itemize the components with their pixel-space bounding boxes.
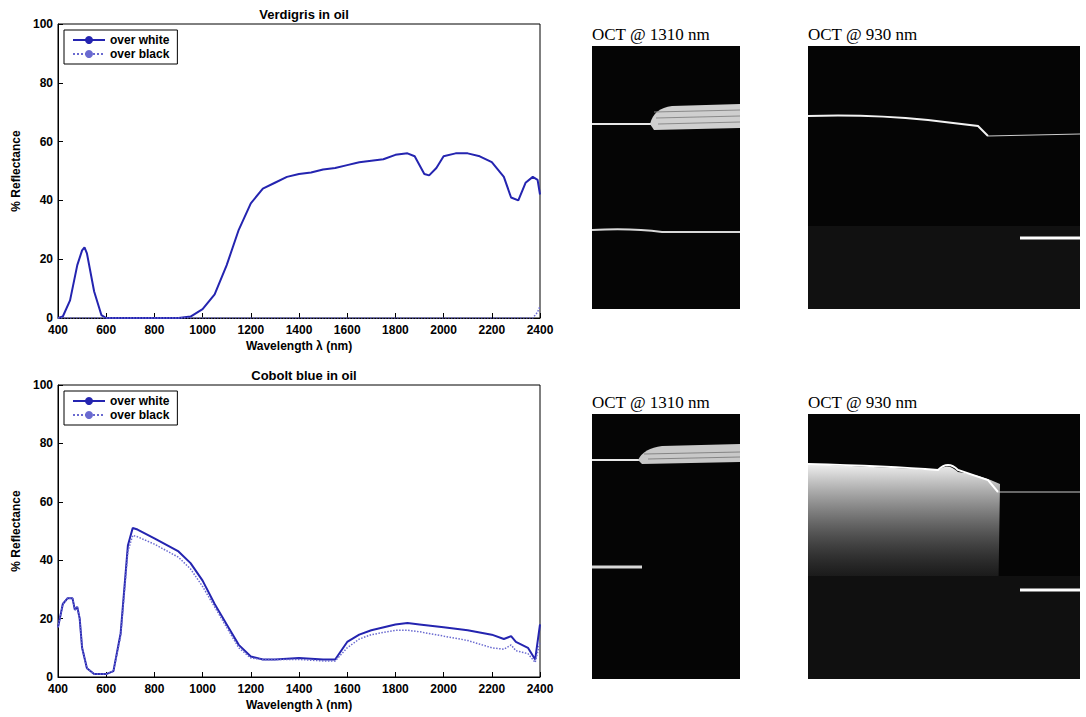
svg-text:2000: 2000 (430, 682, 457, 696)
svg-text:80: 80 (40, 436, 54, 450)
svg-text:100: 100 (33, 17, 53, 31)
svg-text:20: 20 (40, 612, 54, 626)
svg-text:Wavelength λ (nm): Wavelength λ (nm) (246, 339, 352, 353)
svg-text:400: 400 (48, 682, 68, 696)
svg-text:1200: 1200 (237, 323, 264, 337)
svg-text:% Reflectance: % Reflectance (9, 130, 23, 212)
svg-text:2200: 2200 (478, 682, 505, 696)
svg-text:2400: 2400 (527, 323, 554, 337)
svg-text:800: 800 (144, 323, 164, 337)
svg-text:1600: 1600 (334, 323, 361, 337)
svg-text:1000: 1000 (189, 682, 216, 696)
svg-text:1400: 1400 (286, 682, 313, 696)
svg-text:over white: over white (110, 394, 170, 408)
svg-text:80: 80 (40, 76, 54, 90)
svg-text:40: 40 (40, 193, 54, 207)
svg-text:2400: 2400 (527, 682, 554, 696)
svg-text:400: 400 (48, 323, 68, 337)
html-text:OCT @ 1310 nm: OCT @ 1310 nm (592, 25, 710, 44)
svg-text:over black: over black (110, 408, 170, 422)
html-text:OCT @ 930 nm: OCT @ 930 nm (808, 393, 918, 412)
svg-text:2200: 2200 (478, 323, 505, 337)
svg-text:Cobolt blue in oil: Cobolt blue in oil (251, 368, 356, 383)
html-text:OCT @ 1310 nm: OCT @ 1310 nm (592, 393, 710, 412)
svg-text:1600: 1600 (334, 682, 361, 696)
svg-text:60: 60 (40, 495, 54, 509)
svg-text:1200: 1200 (237, 682, 264, 696)
svg-text:Verdigris in oil: Verdigris in oil (259, 7, 349, 22)
svg-text:0: 0 (46, 670, 53, 684)
svg-text:100: 100 (33, 378, 53, 392)
svg-text:800: 800 (144, 682, 164, 696)
svg-text:over white: over white (110, 33, 170, 47)
svg-text:20: 20 (40, 252, 54, 266)
svg-text:40: 40 (40, 553, 54, 567)
svg-text:0: 0 (46, 311, 53, 325)
svg-text:Wavelength λ (nm): Wavelength λ (nm) (246, 698, 352, 712)
svg-text:600: 600 (96, 323, 116, 337)
svg-text:1800: 1800 (382, 323, 409, 337)
html-text:OCT @ 930 nm: OCT @ 930 nm (808, 25, 918, 44)
svg-text:% Reflectance: % Reflectance (9, 490, 23, 572)
svg-text:2000: 2000 (430, 323, 457, 337)
svg-text:1400: 1400 (286, 323, 313, 337)
svg-text:over black: over black (110, 47, 170, 61)
svg-text:1000: 1000 (189, 323, 216, 337)
svg-text:60: 60 (40, 135, 54, 149)
svg-text:1800: 1800 (382, 682, 409, 696)
svg-text:600: 600 (96, 682, 116, 696)
